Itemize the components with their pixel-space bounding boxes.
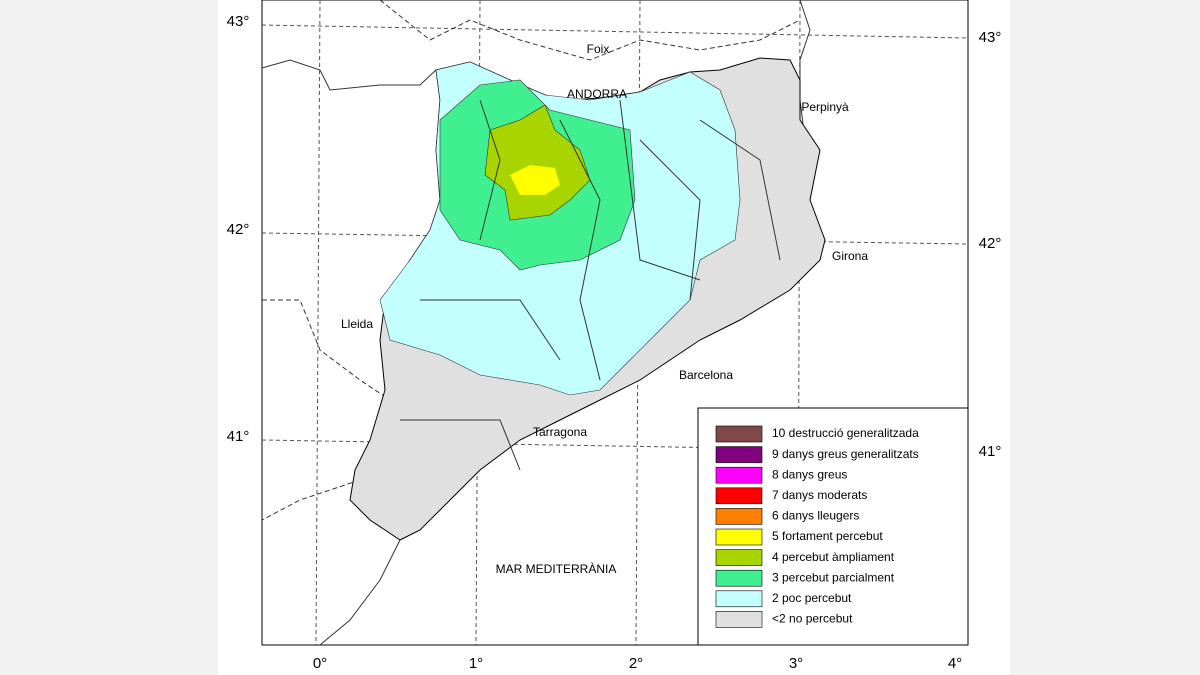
legend-swatch (715, 549, 763, 566)
lat-label: 42° (979, 235, 1002, 252)
lon-label: 3° (789, 655, 803, 672)
legend-box (697, 407, 969, 646)
place-label: MAR MEDITERRÀNIA (496, 561, 617, 576)
lat-label: 43° (227, 13, 250, 30)
lat-label: 42° (227, 221, 250, 238)
legend-swatch (715, 528, 763, 546)
coast-line (799, 0, 811, 141)
legend-label: 4 percebut àmpliament (772, 550, 895, 564)
lon-label: 2° (629, 655, 643, 672)
intensity-area (510, 165, 560, 195)
legend-label: 7 danys moderats (772, 488, 867, 502)
lat-label: 41° (227, 428, 250, 445)
legend-swatch (715, 569, 763, 587)
place-label: Girona (832, 249, 868, 263)
place-label: Foix (587, 42, 610, 56)
intensity-area (484, 104, 591, 221)
border-line (261, 59, 437, 91)
lon-label: 0° (313, 655, 327, 672)
legend-swatch (715, 446, 763, 463)
county-borders (400, 99, 781, 471)
lat-label: 43° (979, 29, 1002, 46)
legend-label: 5 fortament percebut (772, 529, 883, 543)
coast-line (319, 539, 401, 646)
place-label: Lleida (341, 317, 373, 331)
place-label: ANDORRA (567, 87, 627, 101)
legend-label: 6 danys lleugers (772, 509, 859, 523)
legend-label: 8 danys greus (772, 467, 847, 481)
legend-label: <2 no percebut (772, 612, 853, 626)
legend-swatch (715, 466, 763, 484)
map-frame (261, 0, 969, 646)
lon-label: 4° (948, 655, 962, 672)
place-label: Perpinyà (801, 100, 849, 114)
legend-label: 10 destrucció generalitzada (772, 426, 919, 440)
department-border (379, 0, 801, 61)
lon-label: 1° (469, 655, 483, 672)
legend-label: 3 percebut parcialment (772, 570, 895, 584)
legend-swatch (715, 487, 763, 505)
legend-swatch (715, 611, 763, 628)
legend-label: 2 poc percebut (772, 591, 852, 605)
legend-label: 9 danys greus generalitzats (772, 447, 919, 461)
place-label: Barcelona (679, 368, 733, 382)
legend-swatch (715, 425, 763, 443)
legend-swatch (715, 590, 763, 608)
legend-swatch (715, 508, 763, 525)
place-label: Tarragona (533, 425, 587, 439)
lat-label: 41° (979, 443, 1002, 460)
